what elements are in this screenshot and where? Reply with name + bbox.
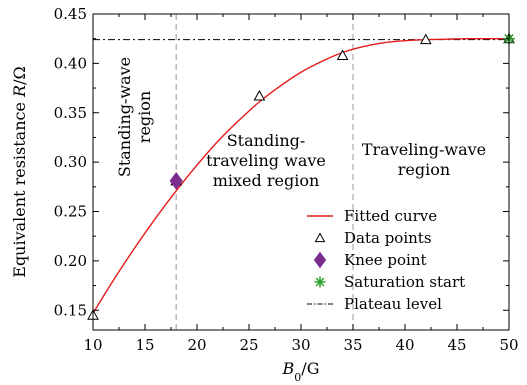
- x-tick-label: 25: [239, 336, 258, 354]
- region-label-line: region: [398, 160, 450, 179]
- legend-item-fitted-curve: Fitted curve: [307, 207, 437, 225]
- y-axis-title: Equivalent resistance R/Ω: [10, 66, 29, 277]
- legend-item-plateau-level: Plateau level: [307, 295, 442, 313]
- region-label-line: Standing-: [227, 131, 306, 150]
- x-axis-title: B0/G: [282, 359, 320, 384]
- legend-label: Knee point: [344, 251, 427, 269]
- legend-label: Data points: [344, 229, 432, 247]
- legend-item-knee-point: Knee point: [313, 251, 427, 269]
- legend-item-saturation-start: Saturation start: [314, 273, 465, 291]
- region-label-line: region: [135, 91, 154, 143]
- x-tick-label: 30: [291, 336, 310, 354]
- y-tick-label: 0.45: [54, 5, 87, 23]
- x-tick-label: 35: [343, 336, 362, 354]
- knee-point-marker: [169, 172, 183, 190]
- region-label-line: traveling wave: [206, 151, 326, 170]
- data-point: [336, 49, 349, 60]
- axis-ticks: 10 15 20 25 30 35 40 45 50 0.15 0.20 0.25 0.30 0.35 0.…: [54, 5, 519, 354]
- data-point: [419, 33, 432, 45]
- legend-label: Saturation start: [344, 273, 465, 291]
- legend-swatch: [314, 276, 326, 288]
- legend-label: Plateau level: [344, 295, 442, 313]
- region-label-line: mixed region: [213, 171, 320, 190]
- fitted-curve-line: [92, 37, 509, 314]
- data-point: [253, 89, 266, 101]
- y-tick-label: 0.15: [54, 301, 87, 319]
- x-tick-label: 45: [447, 336, 466, 354]
- region-label-line: Traveling-wave: [362, 140, 486, 159]
- x-tick-label: 20: [187, 336, 206, 354]
- legend-swatch: [313, 251, 327, 269]
- x-tick-label: 40: [395, 336, 414, 354]
- region-labels: Standing-wave region Standing-traveling wa…: [115, 57, 486, 190]
- y-tick-label: 0.30: [54, 153, 87, 171]
- region-boundaries: [175, 14, 354, 330]
- legend-label: Fitted curve: [344, 207, 437, 225]
- x-tick-label: 10: [83, 336, 102, 354]
- y-tick-label: 0.40: [54, 54, 87, 72]
- region-label-standing-wave: Standing-wave region: [115, 57, 154, 177]
- legend: Fitted curve Data points Knee point Saturat…: [307, 207, 465, 313]
- y-tick-label: 0.20: [54, 252, 87, 270]
- legend-swatch: [314, 232, 326, 243]
- x-tick-label: 50: [499, 336, 518, 354]
- legend-item-data-points: Data points: [314, 229, 432, 247]
- y-tick-label: 0.35: [54, 104, 87, 122]
- region-label-line: Standing-wave: [115, 57, 134, 177]
- y-tick-label: 0.25: [54, 203, 87, 221]
- x-tick-label: 15: [135, 336, 154, 354]
